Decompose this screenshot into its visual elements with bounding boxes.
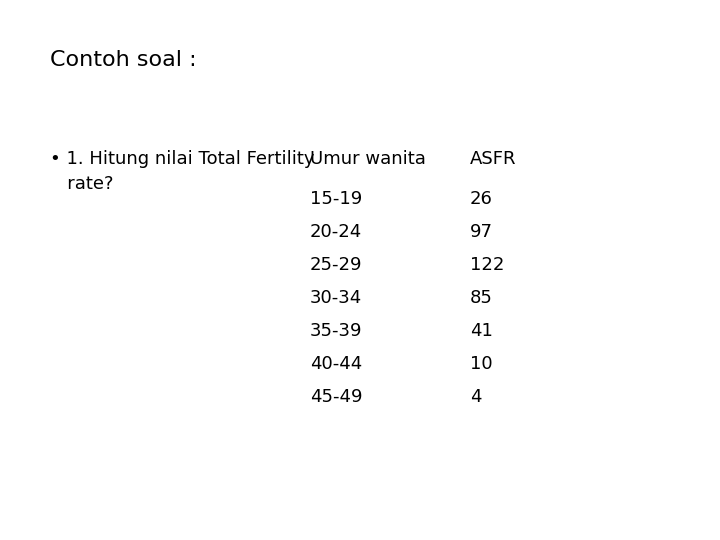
Text: 10: 10 [470,355,492,373]
Text: 40-44: 40-44 [310,355,362,373]
Text: 25-29: 25-29 [310,256,362,274]
Text: 97: 97 [470,223,493,241]
Text: Contoh soal :: Contoh soal : [50,50,197,70]
Text: 122: 122 [470,256,505,274]
Text: 45-49: 45-49 [310,388,362,406]
Text: 20-24: 20-24 [310,223,362,241]
Text: 35-39: 35-39 [310,322,362,340]
Text: Umur wanita: Umur wanita [310,150,426,168]
Text: 85: 85 [470,289,493,307]
Text: • 1. Hitung nilai Total Fertility: • 1. Hitung nilai Total Fertility [50,150,315,168]
Text: 4: 4 [470,388,482,406]
Text: ASFR: ASFR [470,150,516,168]
Text: 41: 41 [470,322,493,340]
Text: 15-19: 15-19 [310,190,362,208]
Text: rate?: rate? [50,175,114,193]
Text: 30-34: 30-34 [310,289,362,307]
Text: 26: 26 [470,190,493,208]
